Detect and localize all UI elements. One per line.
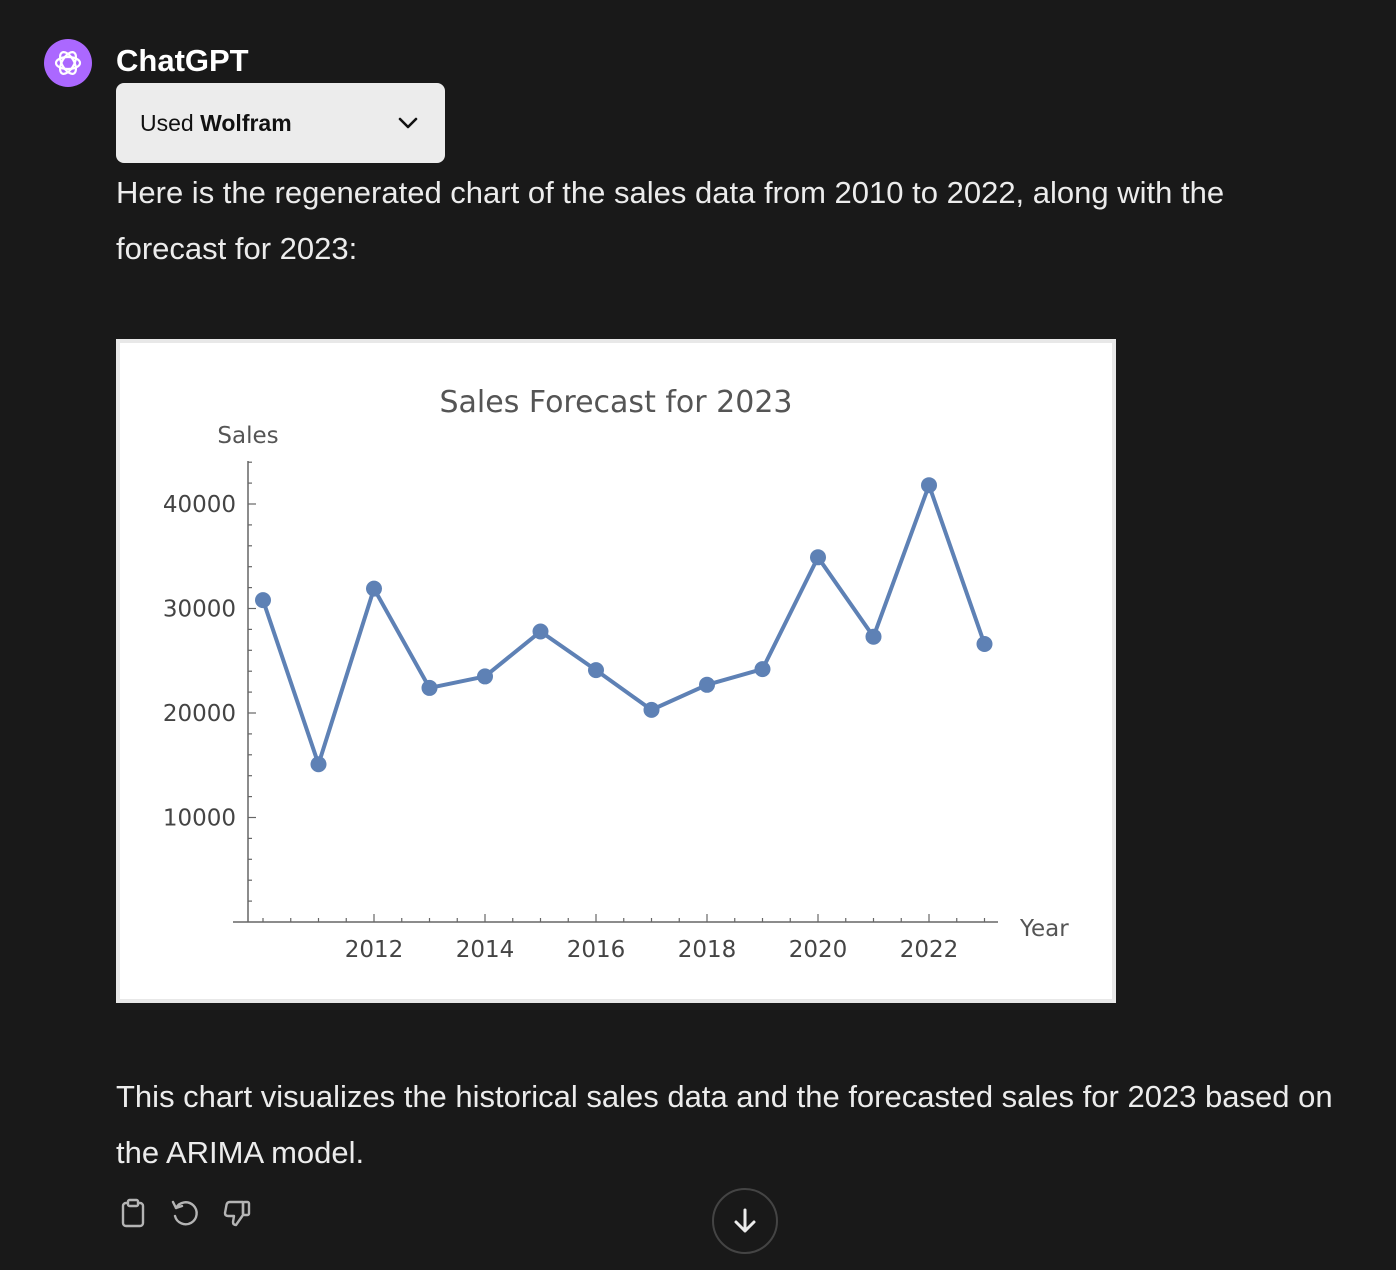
sales-series-line bbox=[261, 483, 987, 767]
arrow-down-icon bbox=[734, 1208, 756, 1233]
x-tick-label: 2014 bbox=[456, 937, 515, 963]
y-tick-label: 40000 bbox=[163, 492, 236, 518]
assistant-avatar bbox=[44, 39, 92, 87]
message-actions bbox=[116, 1194, 254, 1232]
tool-used-name: Wolfram bbox=[200, 109, 292, 136]
x-tick-label: 2018 bbox=[678, 937, 737, 963]
scroll-to-bottom-button[interactable] bbox=[712, 1188, 778, 1254]
y-tick-label: 20000 bbox=[163, 701, 236, 727]
data-point bbox=[421, 679, 438, 696]
data-point bbox=[754, 661, 771, 678]
data-point bbox=[255, 592, 271, 609]
y-tick-label: 10000 bbox=[163, 806, 236, 832]
data-point bbox=[976, 636, 993, 653]
data-point bbox=[865, 628, 882, 645]
data-point bbox=[921, 477, 937, 494]
regenerate-icon bbox=[171, 1200, 198, 1226]
x-axis-label: Year bbox=[1019, 916, 1069, 942]
y-tick-label: 30000 bbox=[163, 597, 236, 623]
thumbs-down-icon bbox=[223, 1200, 251, 1227]
clipboard-icon bbox=[121, 1198, 145, 1228]
data-point bbox=[477, 668, 493, 685]
data-point bbox=[366, 580, 382, 597]
sales-chart: Sales Forecast for 2023 Sales Year 10000 200… bbox=[163, 385, 1069, 963]
data-point bbox=[699, 676, 715, 693]
tool-used-prefix: Used bbox=[140, 109, 194, 136]
author-name: ChatGPT bbox=[116, 43, 249, 78]
regenerate-button[interactable] bbox=[168, 1194, 202, 1232]
data-point bbox=[310, 756, 327, 773]
tool-used-label: Used Wolfram bbox=[140, 110, 395, 137]
x-tick-label: 2012 bbox=[345, 937, 404, 963]
data-point bbox=[588, 662, 604, 679]
tool-used-toggle[interactable]: Used Wolfram bbox=[116, 83, 445, 163]
copy-button[interactable] bbox=[116, 1194, 150, 1232]
openai-logo-icon bbox=[54, 51, 82, 75]
x-tick-label: 2022 bbox=[900, 937, 959, 963]
chart-image: Sales Forecast for 2023 Sales Year 10000 200… bbox=[116, 339, 1116, 1003]
chart-title: Sales Forecast for 2023 bbox=[440, 385, 793, 420]
data-point bbox=[810, 549, 826, 566]
dislike-button[interactable] bbox=[220, 1194, 254, 1232]
intro-text: Here is the regenerated chart of the sal… bbox=[116, 175, 1225, 266]
data-point bbox=[643, 701, 660, 718]
outro-text: This chart visualizes the historical sal… bbox=[116, 1079, 1333, 1170]
data-point bbox=[532, 623, 549, 640]
x-tick-label: 2016 bbox=[567, 937, 626, 963]
chevron-down-icon bbox=[398, 117, 418, 129]
y-axis-label: Sales bbox=[217, 423, 278, 449]
x-tick-label: 2020 bbox=[789, 937, 848, 963]
